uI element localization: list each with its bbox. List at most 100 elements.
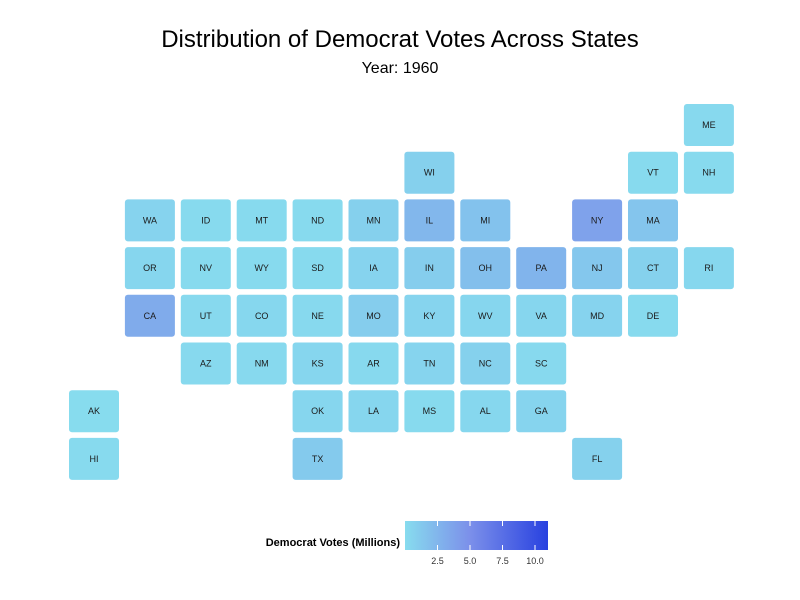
- state-tile-rect: [180, 342, 231, 385]
- state-tile-fl: FL: [572, 437, 623, 480]
- state-tile-oh: OH: [460, 247, 511, 290]
- state-tile-label: ID: [201, 215, 211, 225]
- state-tile-label: MS: [423, 406, 437, 416]
- state-tile-rect: [572, 437, 623, 480]
- state-tile-rect: [124, 294, 175, 337]
- state-tile-label: WV: [478, 311, 493, 321]
- state-tile-rect: [460, 342, 511, 385]
- state-tile-label: NC: [479, 359, 492, 369]
- state-tile-rect: [348, 199, 399, 242]
- legend-tick-label: 2.5: [431, 556, 444, 566]
- state-tile-rect: [348, 247, 399, 290]
- state-tile-label: PA: [536, 263, 547, 273]
- state-tile-ma: MA: [628, 199, 678, 242]
- state-tile-il: IL: [404, 199, 455, 242]
- state-tile-nj: NJ: [572, 247, 623, 290]
- state-tile-rect: [460, 390, 511, 433]
- state-tile-mn: MN: [348, 199, 399, 242]
- color-legend: [405, 521, 548, 550]
- state-tile-co: CO: [236, 294, 287, 337]
- state-tile-ok: OK: [292, 390, 343, 433]
- legend-tick-label: 10.0: [526, 556, 544, 566]
- state-tile-rect: [628, 247, 678, 290]
- state-tile-label: AZ: [200, 359, 212, 369]
- state-tile-rect: [348, 294, 399, 337]
- state-tile-vt: VT: [628, 151, 678, 194]
- state-tile-pa: PA: [516, 247, 567, 290]
- state-tile-label: WY: [254, 263, 269, 273]
- state-tile-label: NM: [255, 359, 269, 369]
- state-tile-rect: [348, 342, 399, 385]
- state-tile-rect: [236, 294, 287, 337]
- state-tile-rect: [516, 294, 567, 337]
- legend-tick-area: 2.5 5.0 7.5 10.0: [431, 556, 544, 566]
- state-tile-label: AL: [480, 406, 491, 416]
- legend-title: Democrat Votes (Millions): [265, 537, 400, 549]
- state-tile-label: MA: [646, 215, 660, 225]
- state-tile-mt: MT: [236, 199, 287, 242]
- state-tile-rect: [683, 151, 734, 194]
- chart-title: Distribution of Democrat Votes Across St…: [161, 26, 639, 53]
- state-tile-label: HI: [90, 454, 99, 464]
- state-tile-in: IN: [404, 247, 455, 290]
- state-tile-label: WI: [424, 168, 435, 178]
- state-tile-ny: NY: [572, 199, 623, 242]
- state-tile-label: KS: [312, 359, 324, 369]
- state-tile-label: RI: [704, 263, 713, 273]
- state-tile-mo: MO: [348, 294, 399, 337]
- state-tile-label: NE: [311, 311, 324, 321]
- state-tile-label: OK: [311, 406, 324, 416]
- state-tile-rect: [236, 342, 287, 385]
- state-tile-ri: RI: [683, 247, 734, 290]
- state-tile-nc: NC: [460, 342, 511, 385]
- legend-tick-label: 7.5: [496, 556, 509, 566]
- state-tile-rect: [180, 199, 231, 242]
- state-tile-rect: [292, 199, 343, 242]
- state-tile-ne: NE: [292, 294, 343, 337]
- state-tile-label: MD: [590, 311, 604, 321]
- legend-colorbar: [405, 521, 548, 550]
- state-tile-sc: SC: [516, 342, 567, 385]
- state-tile-ia: IA: [348, 247, 399, 290]
- state-tile-rect: [516, 247, 567, 290]
- state-tile-label: MO: [366, 311, 381, 321]
- state-tile-label: TN: [423, 359, 435, 369]
- state-tile-label: WA: [143, 215, 157, 225]
- state-tile-rect: [404, 342, 455, 385]
- state-tile-label: FL: [592, 454, 603, 464]
- state-tile-label: KY: [423, 311, 435, 321]
- state-tile-mi: MI: [460, 199, 511, 242]
- state-tile-label: CO: [255, 311, 269, 321]
- state-tile-ks: KS: [292, 342, 343, 385]
- state-tile-ct: CT: [628, 247, 678, 290]
- state-tile-rect: [572, 247, 623, 290]
- state-tile-nm: NM: [236, 342, 287, 385]
- state-tile-rect: [292, 294, 343, 337]
- state-tile-label: CT: [647, 263, 659, 273]
- state-tile-label: OH: [479, 263, 493, 273]
- state-tile-nd: ND: [292, 199, 343, 242]
- state-tile-sd: SD: [292, 247, 343, 290]
- state-tile-rect: [572, 294, 623, 337]
- state-tile-ar: AR: [348, 342, 399, 385]
- state-tile-label: IA: [369, 263, 378, 273]
- state-tile-label: NV: [200, 263, 213, 273]
- state-tile-wi: WI: [404, 151, 455, 194]
- state-tile-rect: [292, 390, 343, 433]
- state-tile-ky: KY: [404, 294, 455, 337]
- state-tile-wv: WV: [460, 294, 511, 337]
- state-tile-label: NH: [702, 168, 715, 178]
- state-tile-label: NJ: [592, 263, 603, 273]
- state-tile-rect: [460, 294, 511, 337]
- state-tile-ga: GA: [516, 390, 567, 433]
- state-tile-rect: [236, 247, 287, 290]
- state-tile-rect: [683, 247, 734, 290]
- state-tile-label: UT: [200, 311, 212, 321]
- state-tile-ut: UT: [180, 294, 231, 337]
- state-tile-label: GA: [535, 406, 548, 416]
- state-tile-or: OR: [124, 247, 175, 290]
- state-tile-la: LA: [348, 390, 399, 433]
- state-tile-rect: [69, 437, 119, 480]
- legend-tick-label: 5.0: [464, 556, 477, 566]
